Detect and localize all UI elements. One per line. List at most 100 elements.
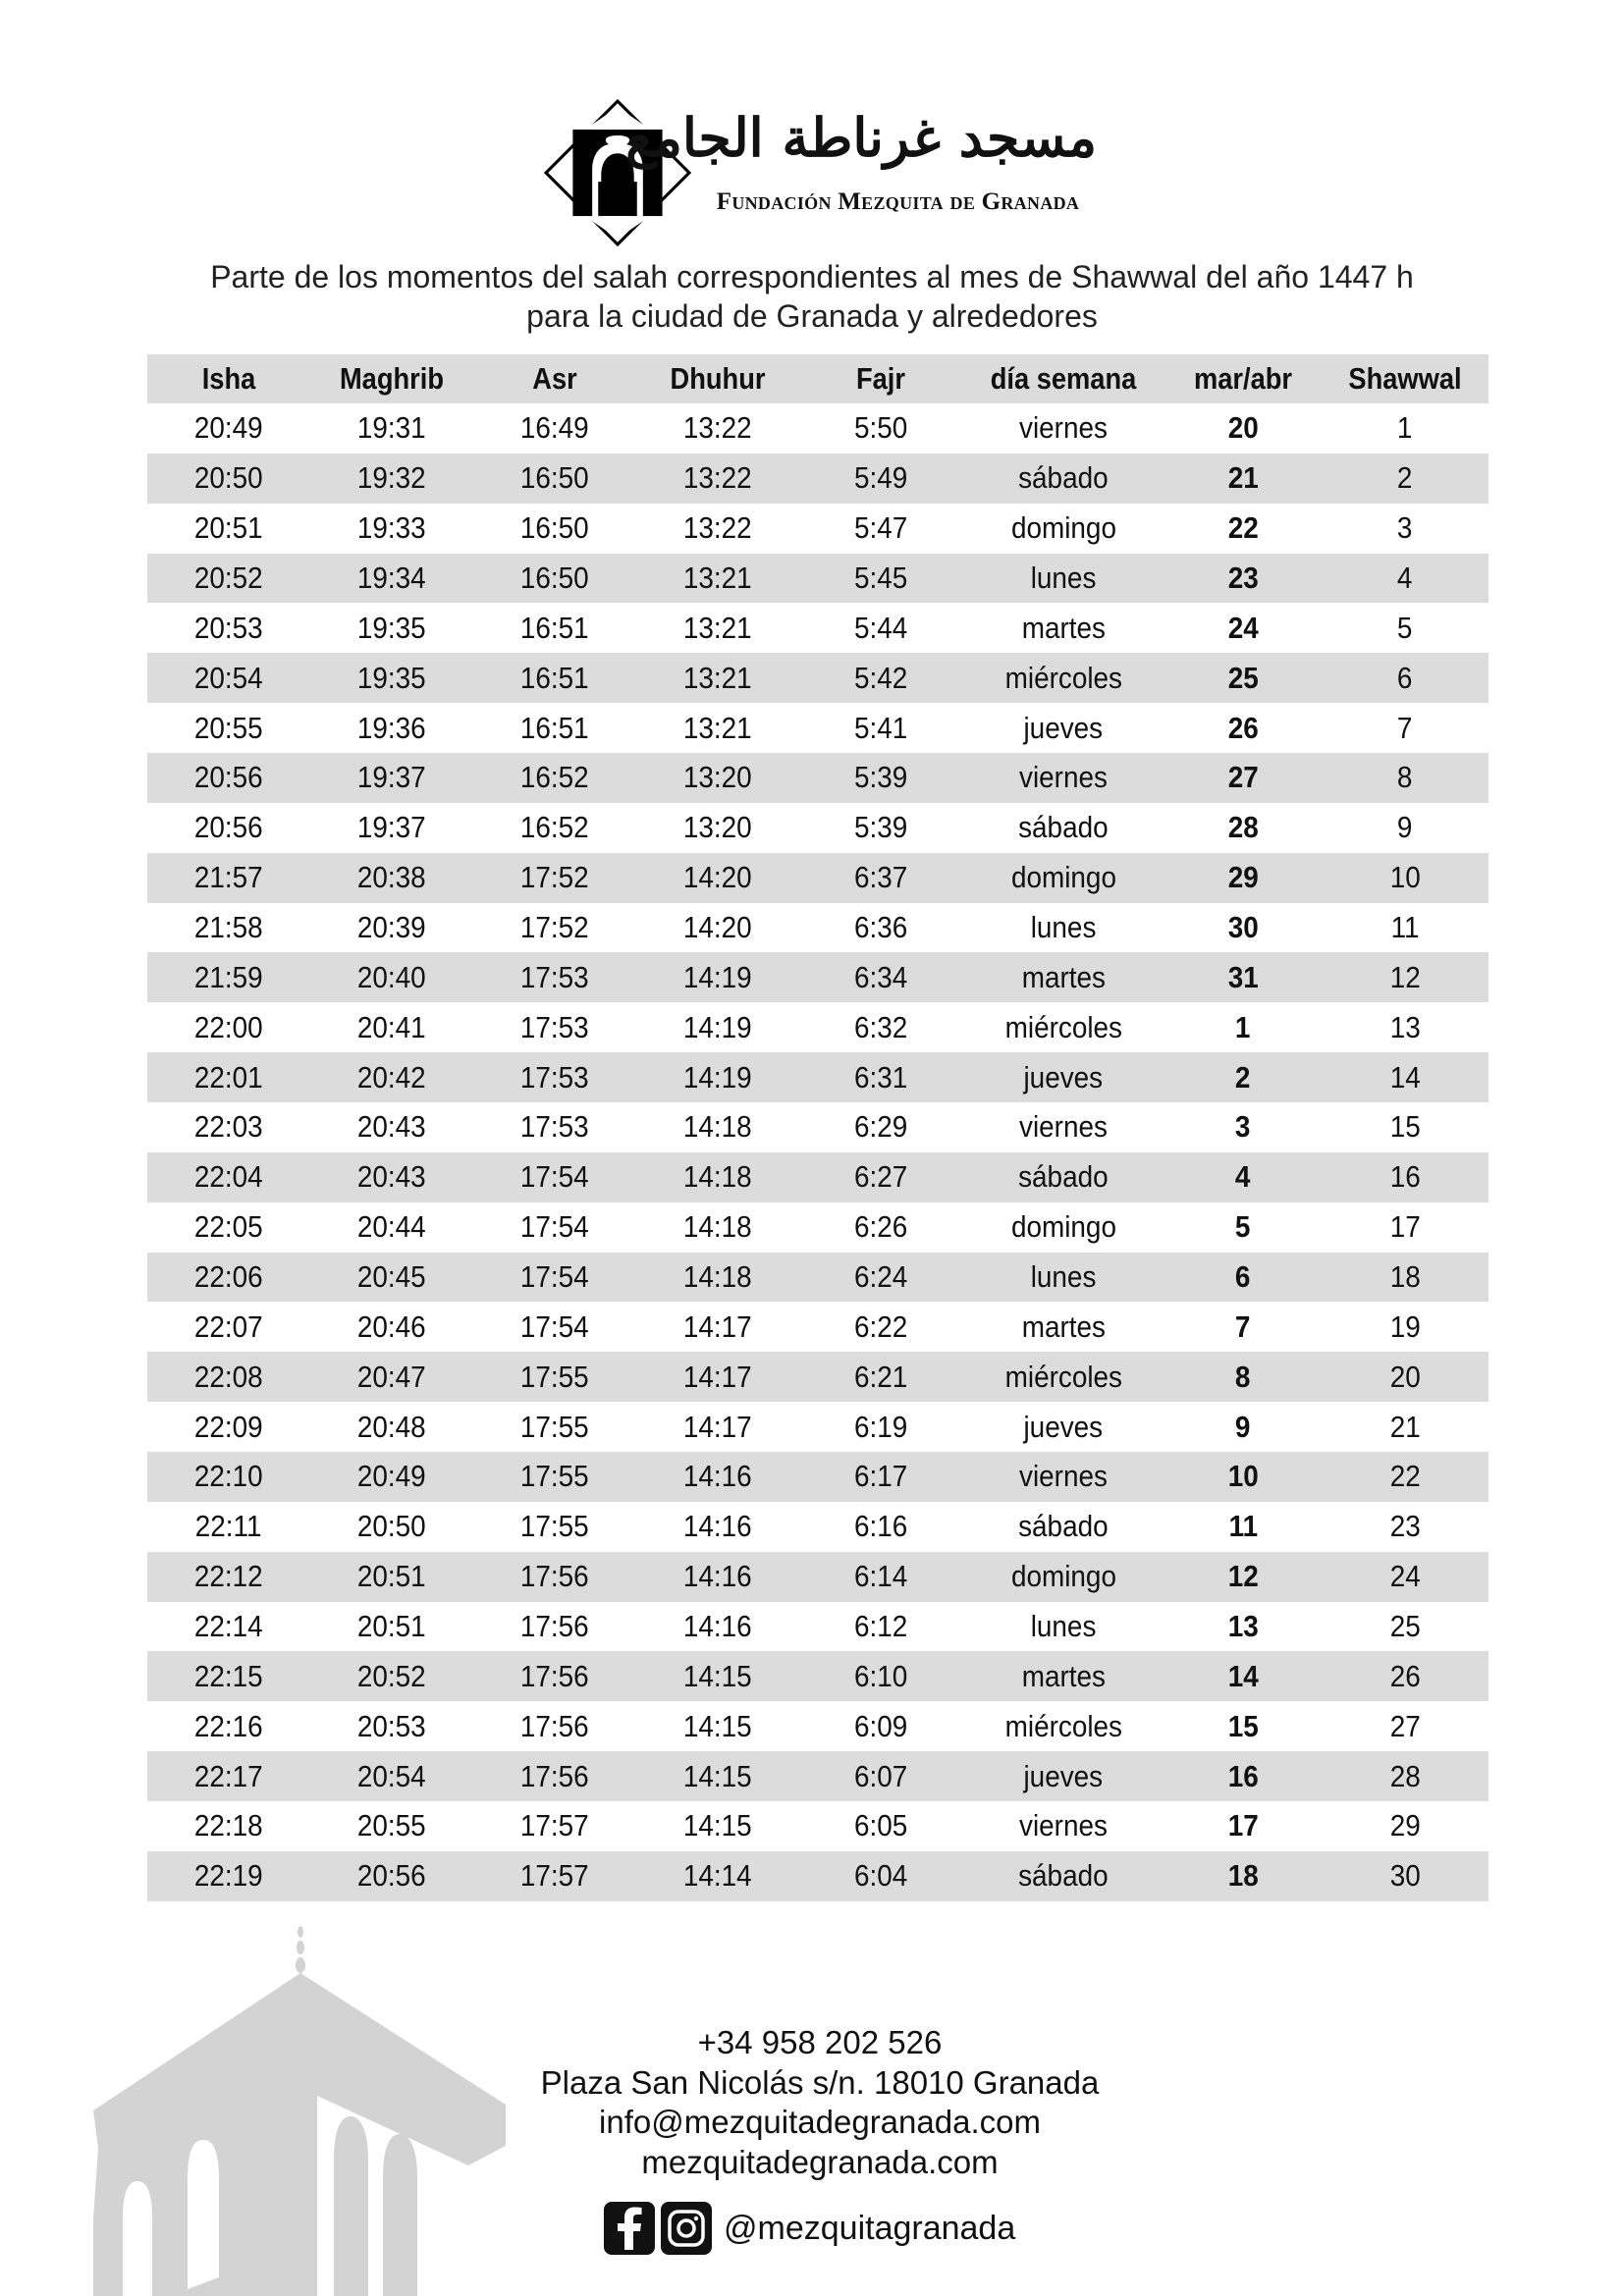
cell-text: 20:56	[357, 1858, 426, 1894]
cell-text: 22:09	[194, 1409, 263, 1444]
cell-text: 22:10	[194, 1459, 263, 1494]
table-cell: 22	[1164, 504, 1322, 554]
cell-text: 22:16	[194, 1708, 263, 1743]
table-cell: 17:53	[473, 1002, 636, 1052]
table-cell: 22:17	[147, 1751, 310, 1801]
cell-text: 16	[1227, 1758, 1259, 1793]
table-cell: 29	[1322, 1801, 1489, 1851]
cell-text: 13:21	[683, 660, 752, 695]
table-cell: 20:48	[310, 1402, 473, 1452]
table-cell: lunes	[962, 1602, 1164, 1652]
cell-text: 22:01	[194, 1059, 263, 1095]
cell-text: 14:16	[683, 1509, 752, 1544]
cell-text: 6:32	[853, 1009, 908, 1044]
table-cell: 10	[1164, 1452, 1322, 1502]
table-cell: 17:55	[473, 1452, 636, 1502]
table-cell: 20:55	[147, 703, 310, 753]
table-row: 22:18 20:55 17:57 14:15 6:05 viernes 17 29	[147, 1801, 1489, 1851]
cell-text: miércoles	[1004, 1708, 1122, 1743]
cell-text: 22:19	[194, 1858, 263, 1894]
table-cell: 14:15	[636, 1701, 799, 1751]
cell-text: 13:21	[683, 710, 752, 745]
cell-text: 19:35	[357, 610, 426, 645]
column-header: Shawwal	[1348, 361, 1462, 396]
table-cell: 20	[1164, 403, 1322, 454]
table-cell: sábado	[962, 1502, 1164, 1552]
cell-text: 25	[1227, 660, 1259, 695]
cell-text: 17:54	[520, 1259, 589, 1295]
cell-text: 6:21	[853, 1359, 908, 1394]
footer-email-link[interactable]: info@mezquitadegranada.com	[599, 2104, 1041, 2140]
table-cell: 14:18	[636, 1202, 799, 1253]
cell-text: 6:26	[853, 1209, 908, 1245]
table-row: 21:59 20:40 17:53 14:19 6:34 martes 31 12	[147, 952, 1489, 1003]
table-cell: 12	[1322, 952, 1489, 1002]
cell-text: 20:55	[357, 1808, 426, 1843]
table-cell: 5:44	[799, 603, 962, 653]
table-cell: 2	[1322, 454, 1489, 504]
cell-text: 14:17	[683, 1359, 752, 1394]
table-cell: 14:18	[636, 1152, 799, 1202]
table-cell: 16:49	[473, 403, 636, 454]
table-row: 22:12 20:51 17:56 14:16 6:14 domingo 12 24	[147, 1551, 1489, 1602]
cell-text: sábado	[1018, 810, 1109, 845]
page-title: Parte de los momentos del salah correspo…	[210, 259, 1414, 294]
cell-text: 6:07	[853, 1758, 908, 1793]
cell-text: 29	[1227, 860, 1259, 895]
table-cell: 22	[1322, 1452, 1489, 1502]
cell-text: martes	[1021, 1658, 1106, 1693]
table-cell: 20:53	[147, 603, 310, 653]
table-cell: 20:51	[310, 1552, 473, 1602]
footer-website-link[interactable]: mezquitadegranada.com	[641, 2144, 999, 2180]
cell-text: 14:15	[683, 1708, 752, 1743]
cell-text: 25	[1389, 1609, 1421, 1644]
cell-text: 20	[1389, 1359, 1421, 1394]
table-cell: miércoles	[962, 1701, 1164, 1751]
table-cell: 14:17	[636, 1402, 799, 1452]
cell-text: 17:56	[520, 1658, 589, 1693]
table-cell: 23	[1322, 1502, 1489, 1552]
cell-text: 6:17	[853, 1459, 908, 1494]
cell-text: 22:08	[194, 1359, 263, 1394]
table-cell: 20:54	[310, 1751, 473, 1801]
cell-text: 20:51	[194, 510, 263, 546]
social-handle[interactable]: @mezquitagranada	[724, 2209, 1016, 2247]
cell-text: 19:35	[357, 660, 426, 695]
cell-text: 16:49	[520, 410, 589, 446]
cell-text: jueves	[1023, 1409, 1104, 1444]
table-cell: 3	[1164, 1102, 1322, 1152]
cell-text: 22:11	[195, 1509, 262, 1544]
cell-text: 8	[1235, 1359, 1251, 1394]
facebook-icon[interactable]	[604, 2202, 655, 2255]
table-row: 22:07 20:46 17:54 14:17 6:22 martes 7 19	[147, 1302, 1489, 1352]
table-row: 22:01 20:42 17:53 14:19 6:31 jueves 2 14	[147, 1052, 1489, 1103]
cell-text: 16:52	[520, 810, 589, 845]
table-cell: 27	[1164, 753, 1322, 803]
table-cell: 16:51	[473, 603, 636, 653]
table-cell: 17:52	[473, 903, 636, 953]
table-cell: 6:26	[799, 1202, 962, 1253]
table-cell: 16:51	[473, 703, 636, 753]
table-cell: 28	[1322, 1751, 1489, 1801]
table-cell: 17:57	[473, 1801, 636, 1851]
table-cell: miércoles	[962, 1002, 1164, 1052]
table-cell: 19:32	[310, 454, 473, 504]
cell-text: 20:47	[357, 1359, 426, 1394]
cell-text: 20:56	[194, 810, 263, 845]
table-cell: 20:50	[147, 454, 310, 504]
table-cell: 24	[1164, 603, 1322, 653]
cell-text: 6:37	[853, 860, 908, 895]
table-cell: 5	[1322, 603, 1489, 653]
table-cell: 26	[1322, 1651, 1489, 1701]
table-cell: jueves	[962, 1052, 1164, 1102]
cell-text: 14:19	[683, 959, 752, 994]
table-cell: 3	[1322, 504, 1489, 554]
table-cell: 17:53	[473, 1052, 636, 1102]
cell-text: 17:55	[520, 1509, 589, 1544]
cell-text: 20:43	[357, 1109, 426, 1145]
instagram-icon[interactable]	[661, 2202, 712, 2255]
table-cell: 17:56	[473, 1701, 636, 1751]
table-cell: 19:31	[310, 403, 473, 454]
cell-text: 20:42	[357, 1059, 426, 1095]
cell-text: 14:17	[683, 1308, 752, 1344]
